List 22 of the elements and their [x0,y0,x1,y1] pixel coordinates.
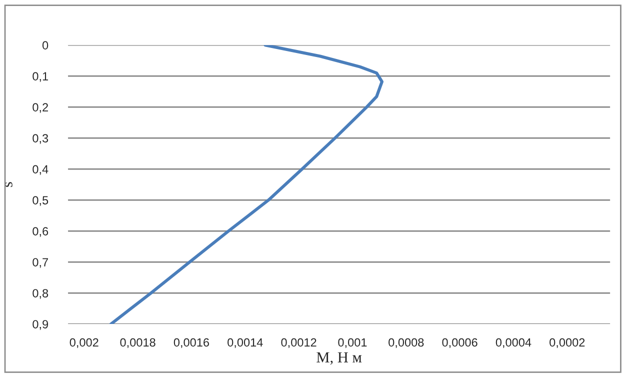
y-tick-label: 0,4 [32,165,48,175]
x-tick-label: 0,001 [338,338,367,348]
x-tick-label: 0,0018 [120,338,156,348]
y-tick-label: 0,3 [32,134,48,144]
x-tick-label: 0,0002 [550,338,585,348]
x-tick-label: 0,0014 [228,338,263,348]
y-tick-label: 0,9 [32,320,48,330]
x-tick-label: 0,002 [70,338,98,348]
y-tick-label: 0,6 [32,227,48,237]
y-tick-label: 0 [42,41,48,50]
y-tick-label: 0,1 [32,72,48,82]
y-tick-label: 0,5 [32,196,48,206]
y-tick-label: 0,7 [32,258,48,268]
line-series [109,45,384,324]
y-tick-label: 0,8 [32,289,48,299]
y-tick-label: 0,2 [32,103,48,113]
x-tick-label: 0,0008 [388,338,424,348]
x-tick-label: 0,0004 [496,338,532,348]
x-axis-title: M, Н м [316,352,362,365]
x-tick-label: 0,0016 [174,338,209,348]
x-tick-label: 0,0012 [281,338,316,348]
x-tick-label: 0,0006 [442,338,478,348]
